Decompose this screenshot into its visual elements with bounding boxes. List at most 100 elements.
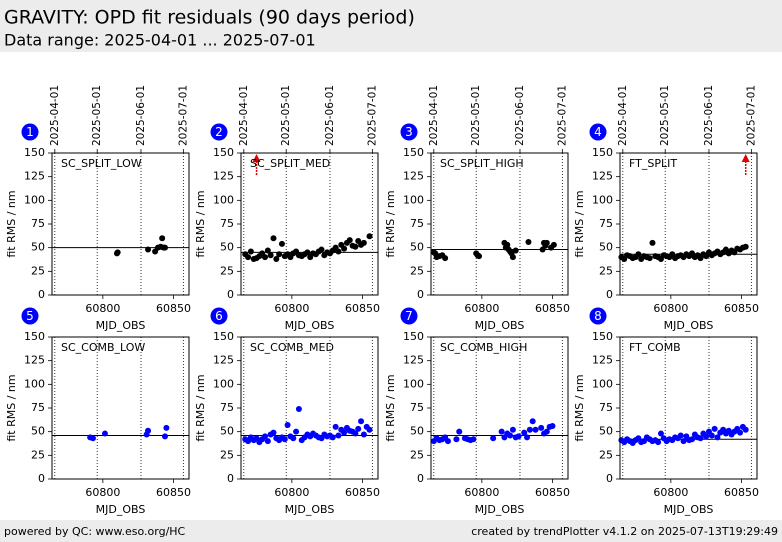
data-point: [281, 436, 288, 443]
y-tick-label: 150: [213, 330, 234, 343]
data-point: [245, 254, 252, 261]
panel-number: 3: [405, 125, 413, 139]
data-point: [543, 239, 550, 246]
data-point: [360, 239, 367, 246]
plot-frame: [240, 336, 379, 480]
page-title: GRAVITY: OPD fit residuals (90 days peri…: [4, 7, 415, 29]
y-tick-label: 125: [24, 354, 45, 367]
data-point: [290, 435, 297, 442]
y-tick-label: 50: [220, 425, 234, 438]
data-point: [264, 247, 271, 254]
page-subtitle: Data range: 2025-04-01 ... 2025-07-01: [4, 31, 316, 50]
y-tick-label: 75: [220, 401, 234, 414]
y-tick-label: 50: [410, 425, 424, 438]
date-tick-label: 2025-07-01: [177, 85, 189, 146]
panel-number: 7: [405, 309, 413, 323]
y-tick-label: 75: [31, 217, 45, 230]
y-tick-label: 75: [599, 217, 613, 230]
data-point: [521, 429, 528, 436]
panel-badge: [210, 307, 228, 325]
data-point: [742, 426, 749, 433]
y-tick-label: 100: [24, 377, 45, 390]
data-point: [526, 426, 533, 433]
data-point: [346, 237, 353, 244]
data-point: [549, 422, 556, 429]
y-tick-label: 125: [592, 354, 613, 367]
panel-number: 4: [594, 125, 602, 139]
panel-badge: [21, 307, 39, 325]
y-axis-label: fit RMS / nm: [573, 190, 586, 257]
data-point: [318, 246, 325, 253]
x-tick-label: 60850: [535, 302, 570, 315]
y-tick-label: 125: [24, 170, 45, 183]
y-tick-label: 125: [592, 170, 613, 183]
panel-title: SC_SPLIT_MED: [250, 157, 330, 170]
x-tick-label: 60850: [156, 302, 191, 315]
y-tick-label: 0: [606, 472, 613, 485]
plot-frame: [240, 152, 379, 296]
data-point: [538, 424, 545, 431]
y-tick-label: 50: [220, 241, 234, 254]
date-tick-label: 2025-05-01: [91, 85, 103, 146]
outlier-arrowhead: [252, 154, 261, 162]
data-point: [270, 235, 277, 242]
date-tick-label: 2025-04-01: [238, 85, 250, 146]
data-point: [341, 245, 348, 252]
data-point: [532, 426, 539, 433]
data-point: [442, 255, 449, 262]
data-point: [697, 435, 704, 442]
y-tick-label: 150: [403, 146, 424, 159]
y-tick-label: 25: [599, 448, 613, 461]
plot-frame: [430, 336, 569, 480]
x-tick-label: 60850: [724, 302, 759, 315]
y-tick-label: 150: [213, 146, 234, 159]
data-point: [711, 425, 718, 432]
x-tick-label: 60850: [724, 486, 759, 499]
y-tick-label: 25: [410, 264, 424, 277]
data-point: [352, 430, 359, 437]
panel-title: FT_COMB: [629, 341, 681, 354]
data-point: [355, 425, 362, 432]
y-tick-label: 100: [592, 377, 613, 390]
data-point: [529, 418, 536, 425]
plot-frame: [619, 152, 758, 296]
x-axis-label: MJD_OBS: [664, 319, 714, 332]
data-point: [270, 429, 277, 436]
panel-title: SC_COMB_MED: [250, 341, 334, 354]
x-axis-label: MJD_OBS: [285, 319, 335, 332]
panel-badge: [210, 123, 228, 141]
data-point: [284, 422, 291, 429]
data-point: [708, 432, 715, 439]
data-point: [635, 251, 642, 258]
panel-title: SC_SPLIT_LOW: [61, 157, 142, 170]
panel-title: SC_COMB_HIGH: [440, 341, 527, 354]
x-tick-label: 60850: [345, 486, 380, 499]
data-point: [159, 235, 166, 242]
y-tick-label: 75: [410, 217, 424, 230]
data-point: [550, 241, 557, 248]
date-tick-label: 2025-07-01: [556, 85, 568, 146]
footer-band: [0, 520, 782, 542]
data-point: [278, 240, 285, 247]
panel-number: 8: [594, 309, 602, 323]
data-point: [335, 248, 342, 255]
y-tick-label: 50: [31, 241, 45, 254]
data-point: [498, 428, 505, 435]
panel-number: 2: [215, 125, 223, 139]
data-point: [504, 241, 511, 248]
data-point: [89, 435, 96, 442]
y-axis-label: fit RMS / nm: [384, 190, 397, 257]
data-point: [476, 253, 483, 260]
y-tick-label: 25: [599, 264, 613, 277]
date-tick-label: 2025-07-01: [745, 85, 757, 146]
data-point: [742, 243, 749, 250]
y-tick-label: 50: [31, 425, 45, 438]
data-point: [295, 405, 302, 412]
y-tick-label: 0: [227, 288, 234, 301]
data-point: [507, 432, 514, 439]
x-tick-label: 60850: [156, 486, 191, 499]
data-point: [703, 433, 710, 440]
y-tick-label: 125: [403, 170, 424, 183]
y-tick-label: 0: [38, 288, 45, 301]
plot-frame: [619, 336, 758, 480]
